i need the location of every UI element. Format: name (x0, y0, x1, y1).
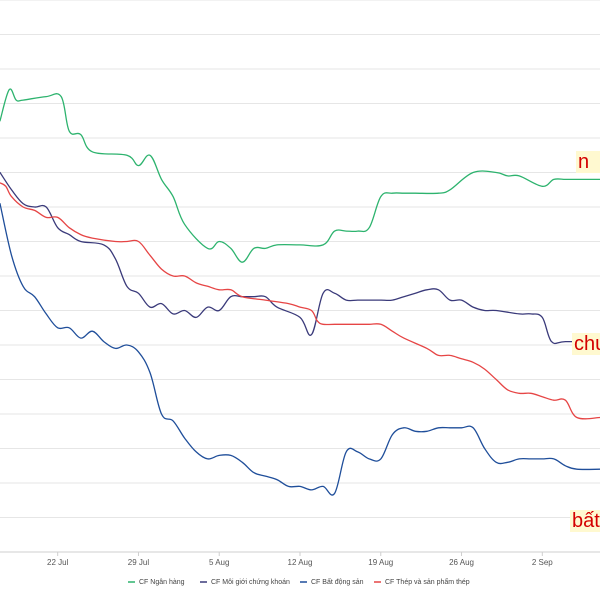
end-label-2: chu (574, 333, 600, 355)
x-tick-label: 26 Aug (449, 558, 474, 567)
series-line-2 (0, 171, 600, 345)
end-label-background (572, 333, 600, 355)
end-label-3: bất (572, 510, 600, 532)
end-label-1: n (578, 151, 589, 173)
end-label-background (570, 510, 600, 532)
series-line-1 (0, 88, 600, 263)
legend-item-4[interactable]: CF Thép và sản phẩm thép (374, 578, 470, 586)
x-tick-label: 29 Jul (128, 558, 150, 567)
x-axis: 22 Jul 29 Jul 5 Aug 12 Aug 19 Aug 26 Aug 2 Sep (0, 551, 600, 567)
legend-item-1[interactable]: CF Ngân hàng (128, 579, 185, 586)
end-label-background (576, 151, 600, 173)
legend-label: CF Thép và sản phẩm thép (385, 578, 470, 586)
x-tick-label: 22 Jul (47, 558, 69, 567)
legend-label: CF Ngân hàng (139, 579, 185, 586)
end-labels: n chu bất (570, 151, 600, 532)
grid (0, 0, 600, 553)
legend-label: CF Bất động sản (311, 577, 364, 586)
x-tick-label: 12 Aug (288, 558, 313, 567)
x-tick-label: 2 Sep (532, 558, 553, 567)
legend-label: CF Môi giới chứng khoán (211, 579, 290, 586)
legend[interactable]: CF Ngân hàng CF Môi giới chứng khoán CF Bấ… (128, 577, 470, 586)
x-tick-label: 5 Aug (209, 558, 229, 567)
x-tick-label: 19 Aug (368, 558, 393, 567)
series-line-4 (0, 182, 600, 420)
legend-item-2[interactable]: CF Môi giới chứng khoán (200, 579, 290, 586)
legend-item-3[interactable]: CF Bất động sản (300, 577, 364, 586)
series-lines (0, 88, 600, 496)
series-line-3 (0, 202, 600, 496)
